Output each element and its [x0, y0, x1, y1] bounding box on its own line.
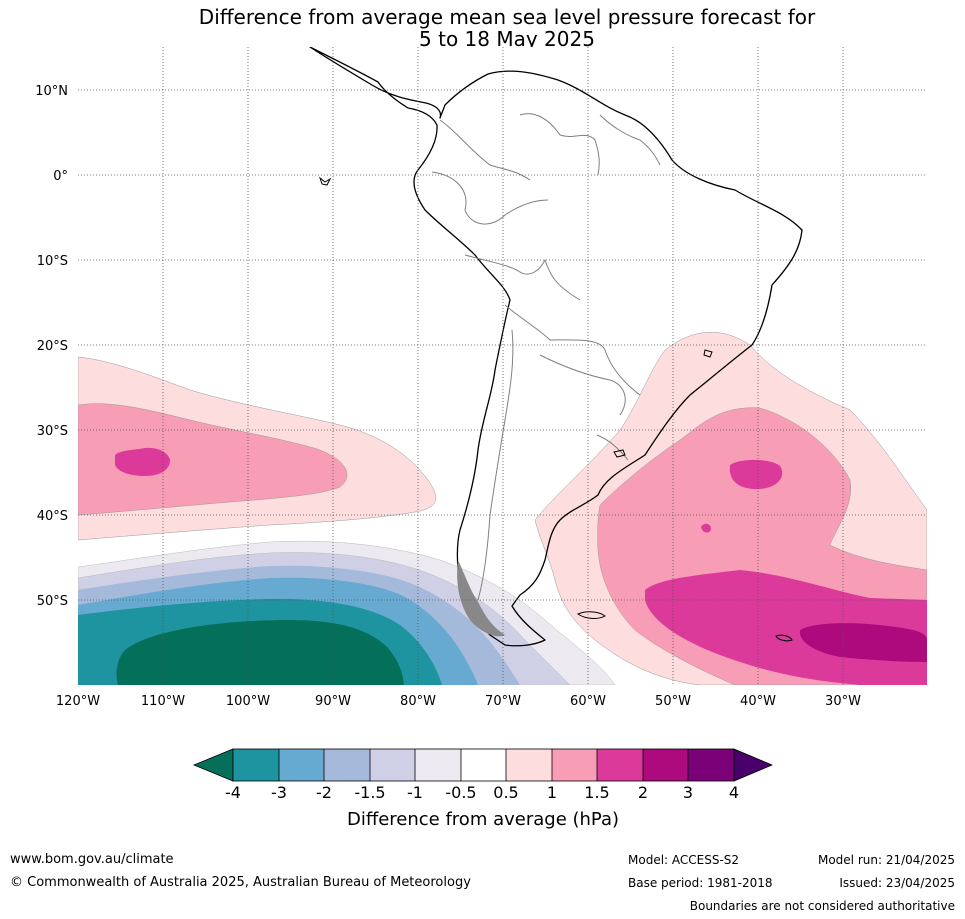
colorbar-tick-label: -3: [271, 783, 287, 802]
colorbar-title: Difference from average (hPa): [347, 809, 619, 830]
anomaly-band-atlantic-1-5-center: [729, 459, 783, 490]
colorbar-segment: [415, 749, 461, 781]
lon-label-50w: 50°W: [655, 694, 691, 709]
colorbar-tick-label: 0.5: [493, 783, 518, 802]
anomaly-band-negative-4: [116, 620, 405, 685]
lat-label-10n: 10°N: [35, 84, 68, 99]
lon-label-30w: 30°W: [825, 694, 861, 709]
lon-label-40w: 40°W: [740, 694, 776, 709]
map-panel: [78, 47, 927, 685]
colorbar-segment: [279, 749, 324, 781]
colorbar-segment: [552, 749, 597, 781]
colorbar-segment: [643, 749, 688, 781]
page-subtitle: 5 to 18 May 2025: [419, 27, 595, 51]
lon-label-90w: 90°W: [315, 694, 351, 709]
footer-model: Model: ACCESS-S2: [628, 853, 740, 867]
anomaly-band-pacific-1-5: [115, 447, 170, 476]
footer-model-run: Model run: 21/04/2025: [817, 853, 955, 867]
colorbar: -4 -3 -2 -1.5 -1 -0.5 0.5 1 1.5 2 3 4 Di…: [192, 748, 774, 830]
colorbar-extend-low: [192, 748, 234, 782]
colorbar-tick-label: 1.5: [584, 783, 609, 802]
south-america-coastline: [309, 47, 803, 647]
colorbar-segment: [506, 749, 552, 781]
latitude-labels: 10°N 0° 10°S 20°S 30°S 40°S 50°S: [35, 84, 68, 609]
lat-label-10s: 10°S: [37, 254, 68, 269]
footer-copyright: © Commonwealth of Australia 2025, Austra…: [10, 875, 471, 890]
page-title: Difference from average mean sea level p…: [198, 5, 816, 29]
colorbar-segment: [324, 749, 370, 781]
colorbar-segment: [688, 749, 734, 781]
footer-boundaries-note: Boundaries are not considered authoritat…: [689, 899, 955, 913]
longitude-labels: 120°W 110°W 100°W 90°W 80°W 70°W 60°W 50…: [56, 694, 861, 709]
lat-label-50s: 50°S: [37, 594, 68, 609]
footer-issued: Issued: 23/04/2025: [839, 876, 955, 890]
colorbar-tick-label: 3: [683, 783, 693, 802]
colorbar-extend-high: [733, 748, 774, 782]
islands: [318, 176, 793, 642]
lat-label-20s: 20°S: [37, 339, 68, 354]
colorbar-tick-label: 2: [638, 783, 648, 802]
anomaly-band-atlantic-1-5-spot: [701, 523, 711, 533]
lon-label-70w: 70°W: [485, 694, 521, 709]
footer-base-period: Base period: 1981-2018: [628, 876, 773, 890]
colorbar-tick-label: 4: [729, 783, 739, 802]
colorbar-tick-label: -4: [225, 783, 241, 802]
chile-fjords: [457, 560, 505, 637]
lon-label-120w: 120°W: [56, 694, 100, 709]
colorbar-segment: [461, 749, 506, 781]
colorbar-segment: [597, 749, 643, 781]
footer-url: www.bom.gov.au/climate: [10, 852, 174, 867]
country-boundaries: [431, 113, 661, 601]
colorbar-tick-label: 1: [547, 783, 557, 802]
colorbar-segment: [370, 749, 415, 781]
colorbar-tick-label: -1: [407, 783, 423, 802]
colorbar-tick-label: -0.5: [445, 783, 476, 802]
lon-label-100w: 100°W: [226, 694, 270, 709]
lon-label-60w: 60°W: [570, 694, 606, 709]
lon-label-110w: 110°W: [141, 694, 185, 709]
colorbar-tick-label: -2: [316, 783, 332, 802]
lat-label-40s: 40°S: [37, 509, 68, 524]
colorbar-segment: [233, 749, 279, 781]
colorbar-tick-label: -1.5: [354, 783, 385, 802]
map-gridlines: [78, 47, 927, 685]
lat-label-0: 0°: [53, 169, 68, 184]
anomaly-band-pacific-1: [78, 403, 348, 516]
anomaly-band-atlantic-2: [799, 623, 927, 662]
lat-label-30s: 30°S: [37, 424, 68, 439]
lon-label-80w: 80°W: [400, 694, 436, 709]
